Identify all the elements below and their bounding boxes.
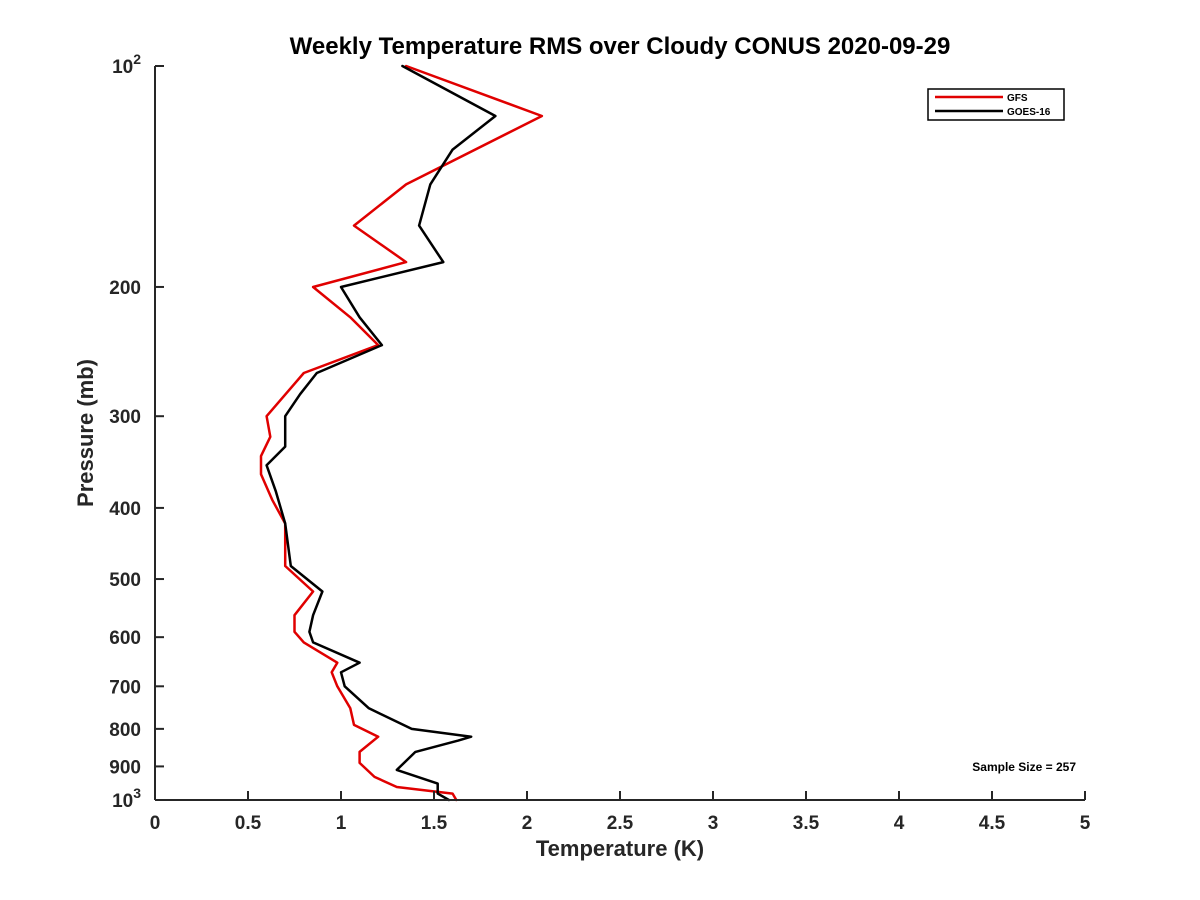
x-tick-label: 2 bbox=[522, 813, 533, 834]
x-tick-label: 5 bbox=[1080, 813, 1091, 834]
y-tick-label: 102 bbox=[112, 51, 141, 78]
x-ticks: 0 0.5 1 1.5 2 2.5 3 3.5 4 4.5 5 bbox=[150, 791, 1091, 834]
x-tick-label: 3 bbox=[708, 813, 719, 834]
x-tick-label: 4.5 bbox=[979, 813, 1006, 834]
series-line-goes-16 bbox=[265, 64, 497, 802]
y-tick-label: 200 bbox=[109, 278, 141, 299]
x-tick-label: 1.5 bbox=[421, 813, 448, 834]
x-tick-label: 3.5 bbox=[793, 813, 820, 834]
y-tick-label: 800 bbox=[109, 720, 141, 741]
y-tick-label: 500 bbox=[109, 570, 141, 591]
legend: GFS GOES-16 bbox=[927, 88, 1065, 121]
series-line-gfs bbox=[259, 64, 544, 802]
series-layer bbox=[259, 64, 544, 802]
legend-box bbox=[927, 88, 1065, 121]
legend-label-goes16: GOES-16 bbox=[1007, 107, 1051, 118]
y-tick-label: 103 bbox=[112, 785, 141, 812]
x-tick-label: 1 bbox=[336, 813, 347, 834]
y-tick-label-exponent: 2 bbox=[133, 51, 141, 67]
y-tick-label: 300 bbox=[109, 407, 141, 428]
y-tick-label: 600 bbox=[109, 628, 141, 649]
y-tick-label-base: 10 bbox=[112, 791, 133, 812]
x-tick-label: 0 bbox=[150, 813, 161, 834]
x-tick-label: 2.5 bbox=[607, 813, 634, 834]
y-tick-label-base: 10 bbox=[112, 57, 133, 78]
y-tick-label: 400 bbox=[109, 499, 141, 520]
x-tick-label: 4 bbox=[894, 813, 905, 834]
y-tick-label: 900 bbox=[109, 757, 141, 778]
legend-label-gfs: GFS bbox=[1007, 93, 1028, 104]
chart-title: Weekly Temperature RMS over Cloudy CONUS… bbox=[290, 33, 951, 60]
y-tick-label: 700 bbox=[109, 677, 141, 698]
y-tick-label-exponent: 3 bbox=[133, 785, 141, 801]
x-tick-label: 0.5 bbox=[235, 813, 262, 834]
sample-size-annotation: Sample Size = 257 bbox=[972, 760, 1076, 774]
x-axis-label: Temperature (K) bbox=[536, 836, 704, 861]
y-axis-label: Pressure (mb) bbox=[73, 359, 98, 507]
